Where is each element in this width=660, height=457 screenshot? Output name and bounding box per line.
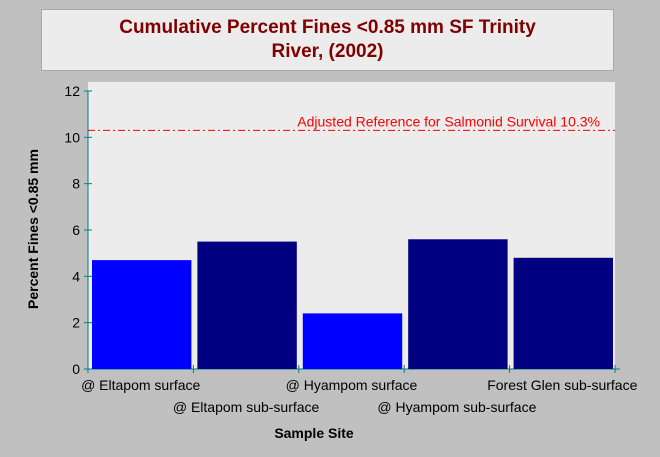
chart-title-line-1: Cumulative Percent Fines <0.85 mm SF Tri…: [119, 17, 536, 38]
y-tick-label: 4: [72, 268, 80, 284]
reference-line-label: Adjusted Reference for Salmonid Survival…: [297, 113, 600, 129]
y-tick-label: 0: [72, 361, 80, 377]
x-tick-label: @ Hyampom surface: [286, 377, 418, 393]
bar: [302, 313, 403, 369]
chart-title: Cumulative Percent Fines <0.85 mm SF Tri…: [41, 9, 614, 71]
y-tick-label: 8: [72, 176, 80, 192]
x-tick-label: @ Hyampom sub-surface: [377, 399, 536, 415]
y-tick-label: 10: [64, 129, 80, 145]
bar: [197, 241, 297, 369]
x-axis-label: Sample Site: [274, 425, 354, 441]
bar: [408, 239, 508, 369]
y-tick-label: 6: [72, 222, 80, 238]
bar: [513, 257, 613, 369]
y-tick-label: 12: [64, 83, 80, 99]
x-tick-label: @ Eltapom sub-surface: [173, 399, 320, 415]
chart-title-line-2: River, (2002): [271, 41, 384, 62]
y-tick-label: 2: [72, 315, 80, 331]
y-axis-label: Percent Fines <0.85 mm: [25, 149, 41, 309]
bar: [92, 260, 192, 369]
x-tick-label: Forest Glen sub-surface: [487, 377, 637, 393]
x-tick-label: @ Eltapom surface: [81, 377, 200, 393]
